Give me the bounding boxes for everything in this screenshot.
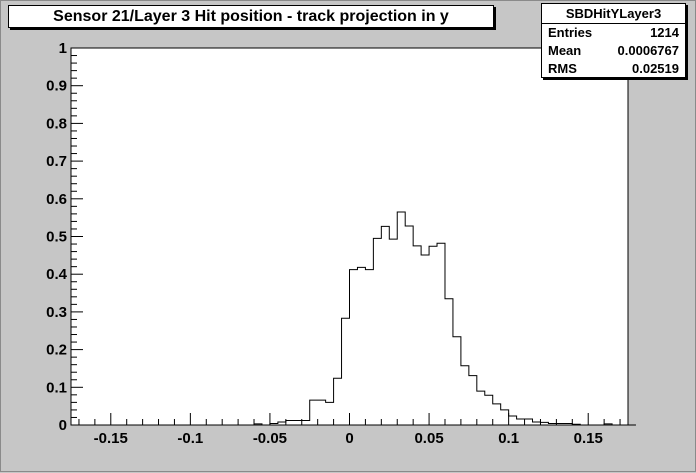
title-box: Sensor 21/Layer 3 Hit position - track p… [8,5,494,28]
stats-value: 0.02519 [632,61,679,76]
stats-key: Mean [548,43,582,58]
x-tick-label: 0.05 [414,430,443,447]
stats-row-rms: RMS 0.02519 [542,60,685,78]
y-tick-label: 1 [59,40,67,57]
stats-value: 0.0006767 [617,43,679,58]
x-tick-label: -0.15 [94,430,128,447]
y-tick-label: 0.2 [46,342,67,359]
chart-title: Sensor 21/Layer 3 Hit position - track p… [53,8,449,25]
y-tick-label: 0.8 [46,115,67,132]
y-tick-label: 0.1 [46,379,67,396]
stats-value: 1214 [650,25,679,40]
x-tick-label: -0.05 [253,430,287,447]
stats-row-entries: Entries 1214 [542,24,685,42]
histogram-line [71,211,636,426]
stats-key: RMS [548,61,577,76]
x-tick-label: 0.1 [498,430,519,447]
y-tick-label: 0 [59,417,67,434]
y-tick-label: 0.3 [46,304,67,321]
y-tick-label: 0.4 [46,266,68,283]
x-tick-label: -0.1 [177,430,203,447]
y-tick-label: 0.6 [46,191,67,208]
stats-row-mean: Mean 0.0006767 [542,42,685,60]
x-tick-label: 0.15 [574,430,603,447]
y-tick-label: 0.7 [46,153,67,170]
stats-histogram-name: SBDHitYLayer3 [542,4,685,24]
plot-frame [70,47,629,426]
stats-key: Entries [548,25,593,40]
x-tick-label: 0 [345,430,353,447]
stats-box: SBDHitYLayer3 Entries 1214 Mean 0.000676… [541,3,686,78]
y-tick-label: 0.5 [46,229,67,246]
y-tick-label: 0.9 [46,78,67,95]
